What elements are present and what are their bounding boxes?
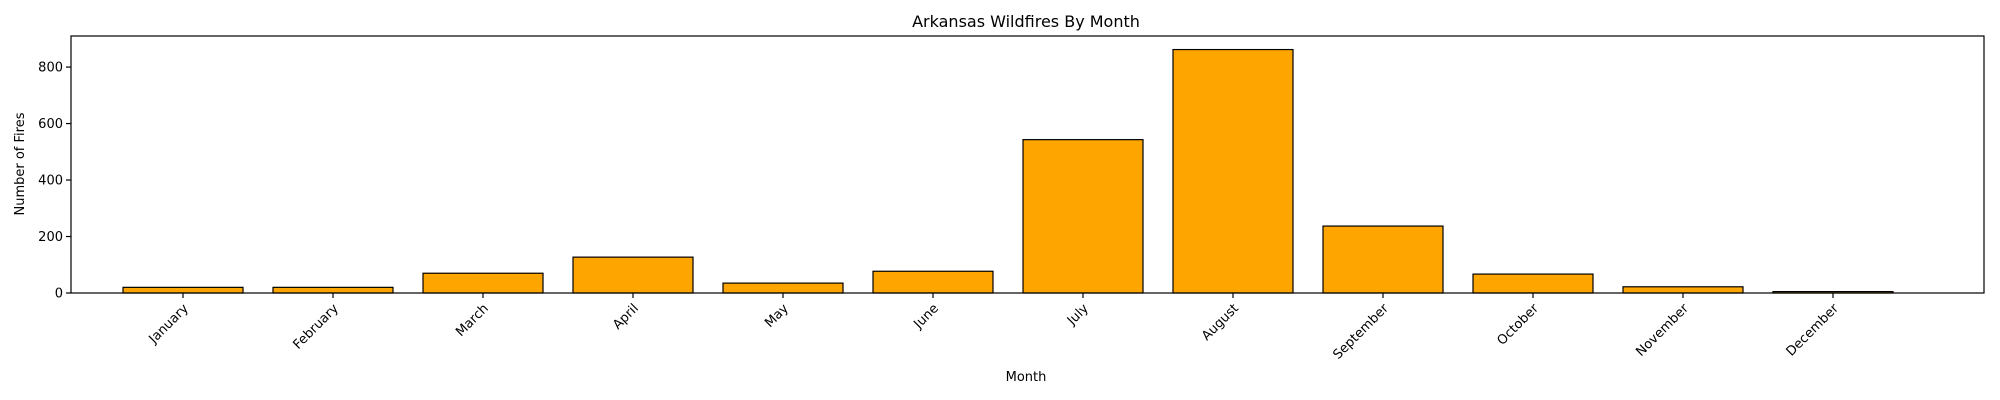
bar-march bbox=[422, 272, 544, 294]
y-tick-label: 400 bbox=[38, 174, 63, 189]
bar-april bbox=[572, 256, 694, 294]
x-tick-label: April bbox=[610, 301, 642, 333]
x-axis-label: Month bbox=[1006, 370, 1047, 385]
bar-may bbox=[722, 282, 844, 294]
x-tick-label: June bbox=[910, 301, 941, 332]
x-tick-label: September bbox=[1330, 301, 1392, 363]
y-tick-label: 600 bbox=[38, 117, 63, 132]
bar-february bbox=[272, 286, 394, 294]
bar-august bbox=[1172, 48, 1294, 294]
x-axis: January February March April May June July Augu… bbox=[146, 293, 1843, 363]
y-axis-label: Number of Fires bbox=[13, 112, 28, 215]
x-tick-label: January bbox=[146, 301, 192, 347]
bars-group bbox=[122, 48, 1894, 294]
x-tick-label: August bbox=[1199, 301, 1242, 344]
x-tick-label: February bbox=[290, 301, 342, 353]
bar-november bbox=[1622, 286, 1744, 294]
bar-june bbox=[872, 270, 994, 294]
bar-september bbox=[1322, 225, 1444, 294]
bar-july bbox=[1022, 139, 1144, 294]
x-tick-label: May bbox=[762, 301, 792, 331]
y-tick-label: 200 bbox=[38, 230, 63, 245]
chart-title: Arkansas Wildfires By Month bbox=[912, 12, 1140, 31]
x-tick-label: July bbox=[1064, 301, 1092, 329]
y-axis: 0 200 400 600 800 bbox=[38, 61, 71, 302]
y-tick-label: 800 bbox=[38, 61, 63, 76]
x-tick-label: November bbox=[1633, 301, 1692, 360]
x-tick-label: October bbox=[1494, 301, 1542, 349]
bar-october bbox=[1472, 273, 1594, 294]
x-tick-label: March bbox=[453, 301, 492, 340]
x-tick-label: December bbox=[1784, 301, 1843, 360]
plot-area-frame bbox=[70, 35, 1985, 294]
bar-january bbox=[122, 286, 244, 294]
y-tick-label: 0 bbox=[55, 287, 63, 302]
